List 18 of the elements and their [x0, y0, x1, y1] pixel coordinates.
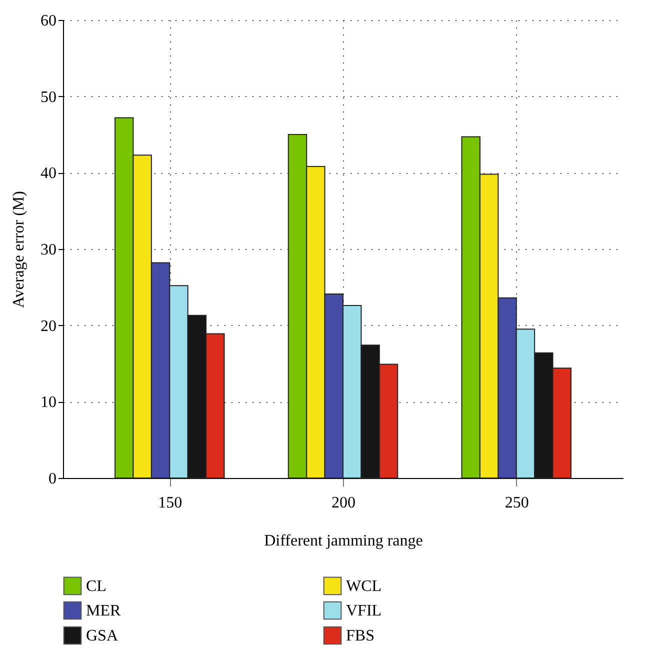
x-axis-title: Different jamming range: [264, 532, 423, 550]
y-tick-label: 20: [40, 318, 56, 335]
y-tick-label: 50: [40, 88, 56, 106]
y-tick-label: 30: [40, 242, 56, 258]
y-tick-label: 40: [40, 165, 56, 182]
y-tick-label: 0: [48, 470, 56, 488]
legend-label: MER: [86, 602, 121, 620]
y-tick-label: 60: [40, 12, 56, 30]
legend-label: GSA: [86, 628, 118, 644]
x-tick-label: 200: [332, 494, 356, 512]
y-tick-label: 10: [40, 394, 56, 412]
y-axis-title: Average error (M): [10, 191, 28, 308]
legend-label: CL: [86, 578, 106, 595]
legend-label: FBS: [346, 628, 374, 644]
x-tick-label: 150: [158, 494, 182, 512]
legend-label: VFIL: [346, 602, 382, 620]
legend-label: WCL: [346, 578, 382, 595]
x-tick-label: 250: [504, 494, 529, 512]
